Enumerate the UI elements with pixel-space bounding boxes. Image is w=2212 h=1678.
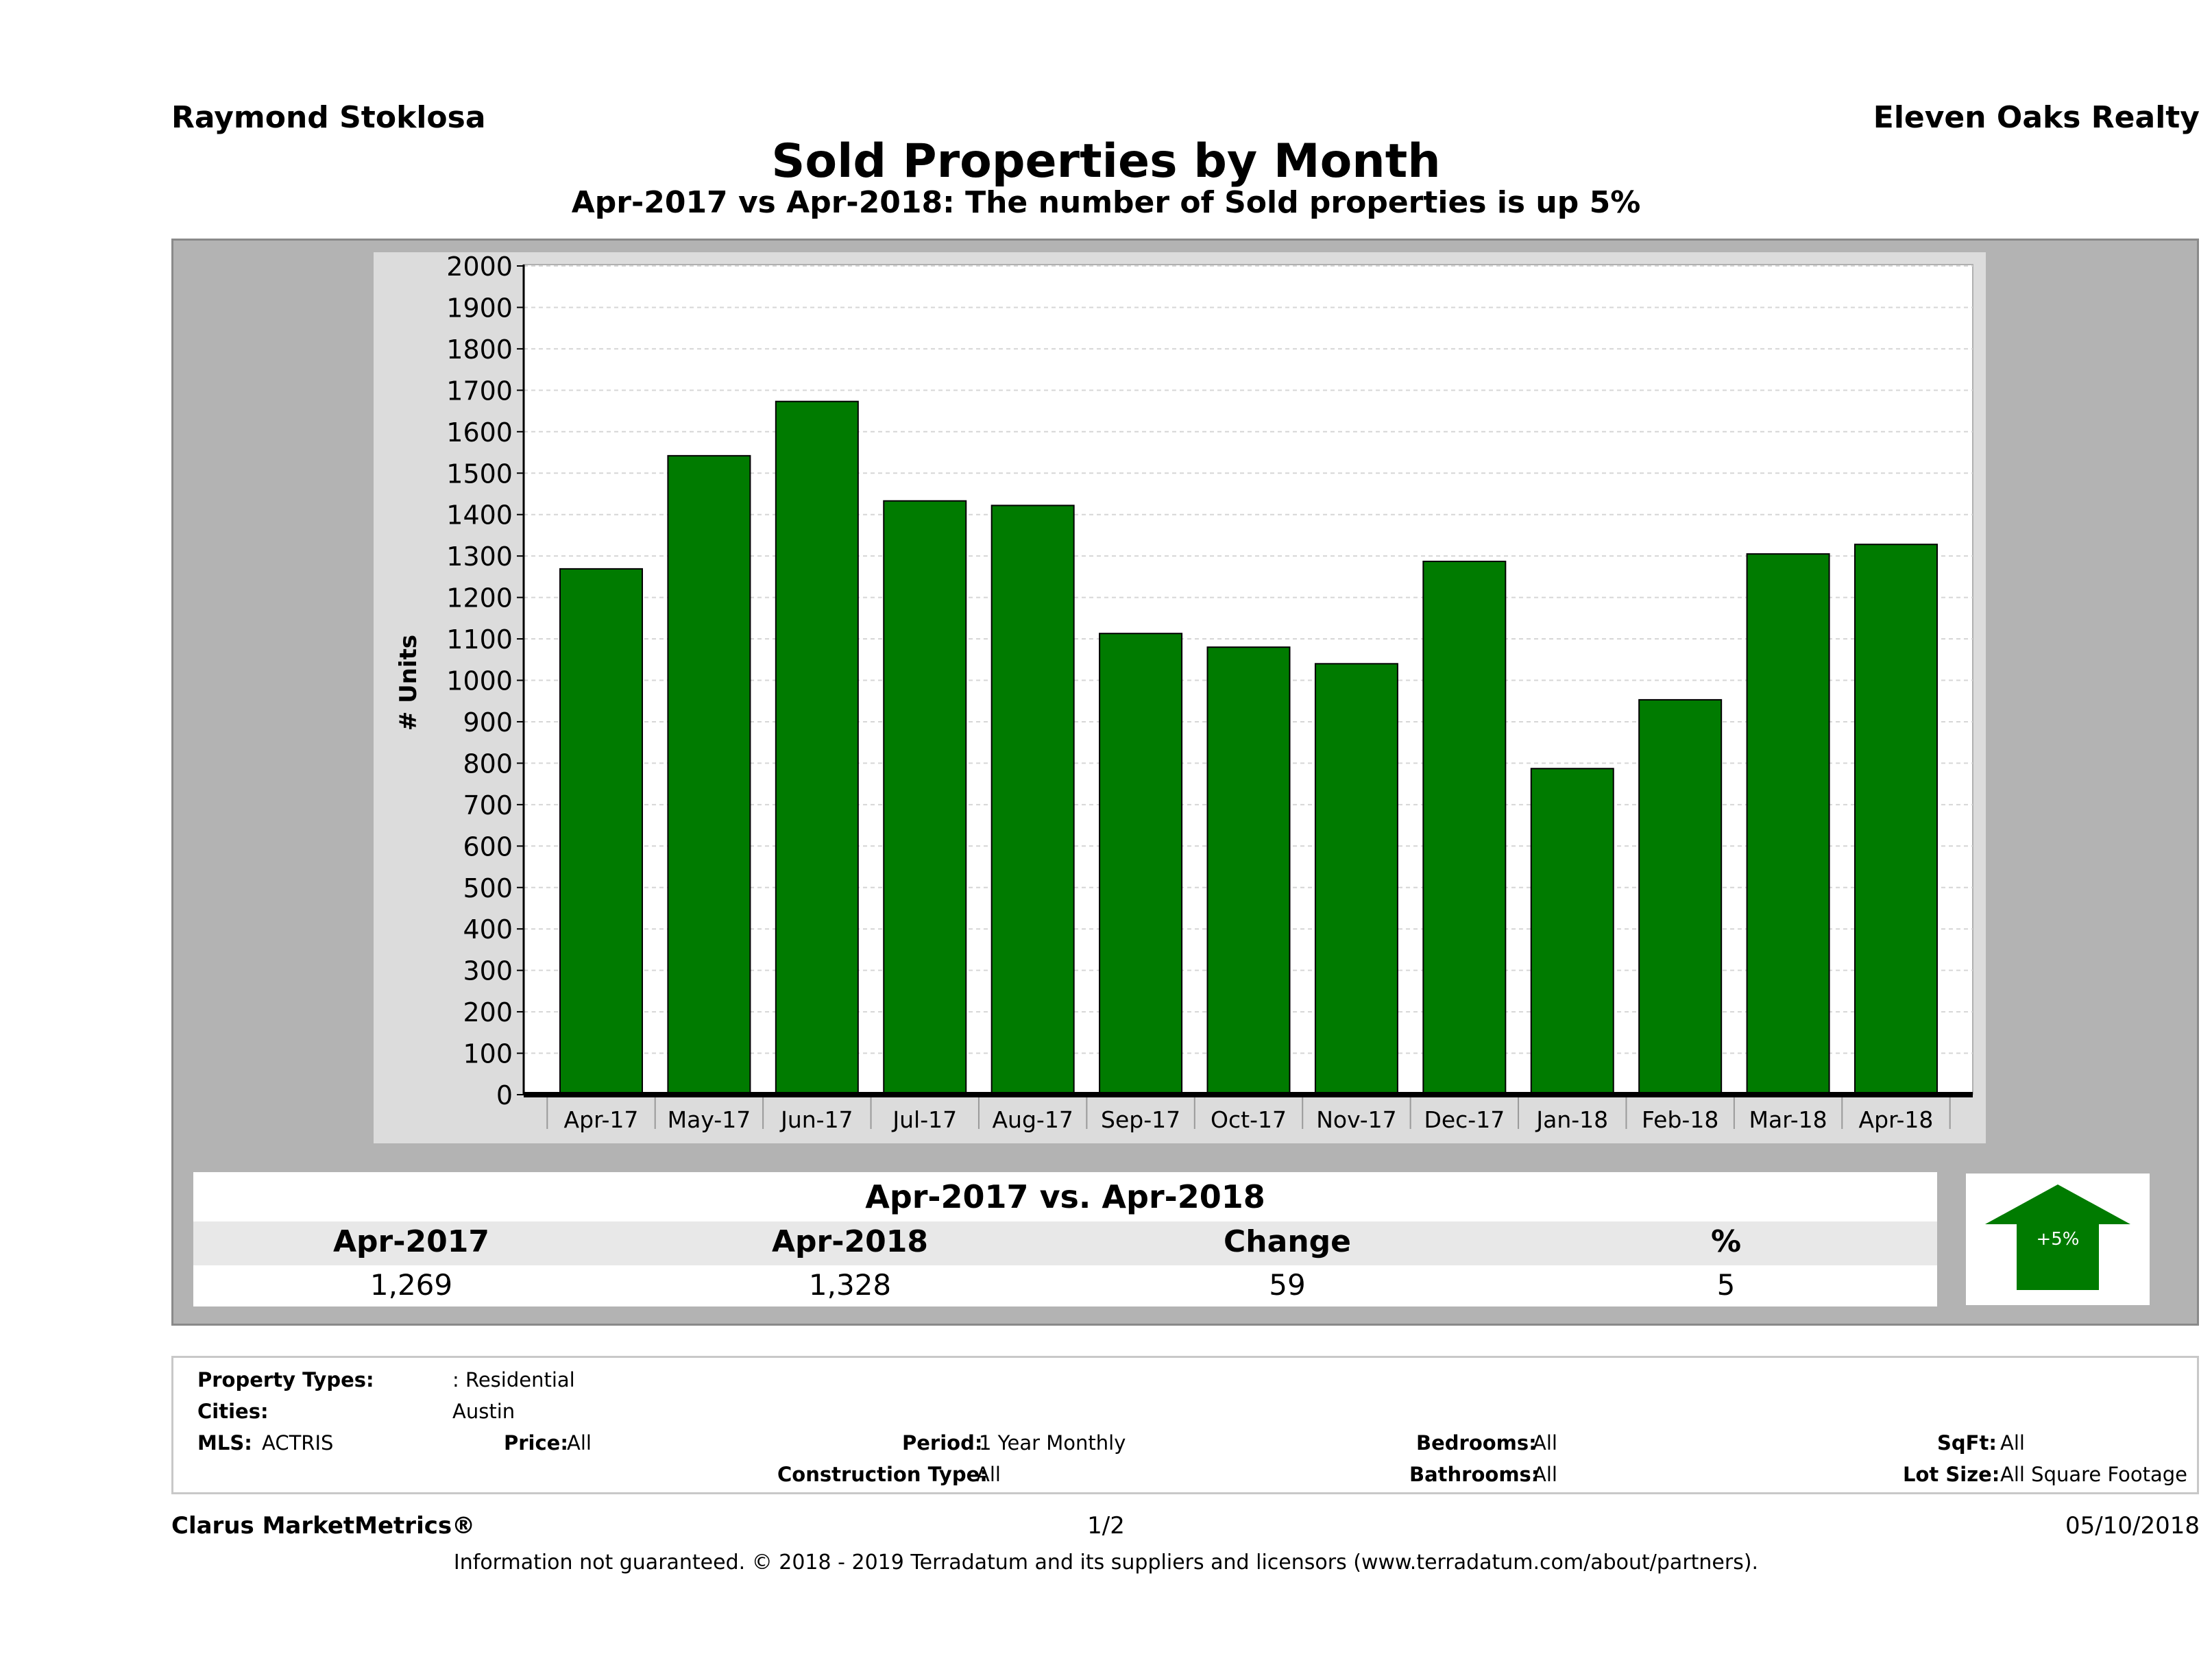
bar-apr-18: [1854, 544, 1938, 1095]
x-tick-label: Aug-17: [992, 1106, 1073, 1133]
x-axis-ticks: Apr-17 May-17 Jun-17 Jul-17 Aug-17 Sep-17 Oct-…: [546, 1097, 1951, 1133]
y-tick-label: 1000: [446, 666, 513, 696]
x-tick-label: Apr-17: [564, 1106, 639, 1133]
bar-jul-17: [883, 500, 967, 1095]
filter-lot-size-label: Lot Size:: [1903, 1463, 2000, 1486]
filter-period-value: 1 Year Monthly: [979, 1431, 1126, 1455]
filters-panel: [171, 1356, 2199, 1494]
y-tick-label: 300: [463, 956, 513, 986]
y-tick-label: 500: [463, 873, 513, 903]
filter-cities-value: Austin: [452, 1400, 515, 1423]
trend-badge-label: +5%: [2036, 1229, 2079, 1250]
stat-value-apr-2017: 1,269: [369, 1268, 453, 1302]
y-tick-label: 0: [496, 1080, 513, 1110]
footer-date: 05/10/2018: [2065, 1512, 2200, 1540]
x-tick-label: Apr-18: [1859, 1106, 1934, 1133]
up-arrow-icon: [1985, 1184, 2130, 1290]
filter-bedrooms-value: All: [1533, 1431, 1557, 1455]
x-tick-label: Jun-17: [779, 1106, 853, 1133]
filter-price-value: All: [567, 1431, 592, 1455]
bar-nov-17: [1314, 663, 1398, 1095]
stat-value-percent: 5: [1716, 1268, 1736, 1302]
brand-name: Eleven Oaks Realty: [1873, 100, 2200, 135]
filter-property-types-label: Property Types:: [197, 1368, 374, 1391]
agent-name: Raymond Stoklosa: [171, 100, 486, 135]
y-tick-label: 600: [463, 831, 513, 862]
bar-mar-18: [1746, 553, 1830, 1095]
x-tick-label: Sep-17: [1101, 1106, 1180, 1133]
y-tick-label: 1200: [446, 583, 513, 613]
bar-may-17: [667, 454, 751, 1095]
footer-page-number: 1/2: [1087, 1512, 1125, 1540]
bar-jun-17: [775, 400, 859, 1095]
filter-cities-label: Cities:: [197, 1400, 269, 1423]
y-tick-label: 1800: [446, 335, 513, 365]
x-tick-label: Jul-17: [891, 1106, 957, 1133]
filter-sqft-value: All: [2000, 1431, 2025, 1455]
bar-aug-17: [990, 504, 1075, 1095]
filter-bathrooms-label: Bathrooms:: [1409, 1463, 1540, 1486]
bar-sep-17: [1099, 633, 1183, 1095]
stat-value-change: 59: [1269, 1268, 1306, 1302]
filter-price-label: Price:: [504, 1431, 568, 1455]
stats-labels-row: [193, 1221, 1937, 1265]
filter-period-label: Period:: [902, 1431, 983, 1455]
x-tick-label: Jan-18: [1535, 1106, 1608, 1133]
stat-label-apr-2017: Apr-2017: [333, 1224, 489, 1259]
y-axis-label: # Units: [395, 635, 422, 731]
filter-lot-size-value: All Square Footage: [2000, 1463, 2188, 1486]
y-axis-ticks: 0 100 200 300 400 500 600 700 800 900 1000 1100 1200…: [446, 252, 524, 1110]
bar-oct-17: [1206, 646, 1291, 1095]
filter-sqft-label: SqFt:: [1937, 1431, 1997, 1455]
filter-bedrooms-label: Bedrooms:: [1416, 1431, 1537, 1455]
x-tick-label: Nov-17: [1316, 1106, 1396, 1133]
y-tick-label: 1300: [446, 542, 513, 572]
bar-feb-18: [1638, 698, 1723, 1095]
x-tick-label: Dec-17: [1424, 1106, 1505, 1133]
filter-construction-label: Construction Type:: [777, 1463, 988, 1486]
y-tick-label: 1100: [446, 624, 513, 655]
bar-dec-17: [1422, 561, 1507, 1096]
stats-values-row: [193, 1265, 1937, 1306]
y-tick-label: 2000: [446, 252, 513, 282]
stat-value-apr-2018: 1,328: [808, 1268, 892, 1302]
filter-bathrooms-value: All: [1533, 1463, 1557, 1486]
x-tick-label: Feb-18: [1642, 1106, 1718, 1133]
y-tick-label: 1900: [446, 293, 513, 323]
page-subtitle: Apr-2017 vs Apr-2018: The number of Sold…: [571, 185, 1641, 220]
y-tick-label: 200: [463, 997, 513, 1028]
stats-title: Apr-2017 vs. Apr-2018: [865, 1178, 1265, 1215]
grid-lines: [524, 265, 1973, 1054]
x-tick-label: May-17: [668, 1106, 751, 1133]
footer-disclaimer: Information not guaranteed. © 2018 - 201…: [453, 1551, 1759, 1574]
stat-label-change: Change: [1224, 1224, 1351, 1259]
footer-product: Clarus MarketMetrics®: [171, 1512, 476, 1540]
y-tick-label: 900: [463, 707, 513, 738]
y-tick-label: 1600: [446, 417, 513, 448]
x-tick-label: Oct-17: [1211, 1106, 1287, 1133]
filter-construction-value: All: [976, 1463, 1001, 1486]
bars: [559, 400, 1938, 1096]
stat-label-percent: %: [1710, 1224, 1742, 1259]
filter-mls-label: MLS:: [197, 1431, 252, 1455]
stats-header-bg: [193, 1172, 1937, 1221]
y-tick-label: 100: [463, 1039, 513, 1069]
bar-apr-17: [559, 568, 643, 1095]
y-tick-label: 1400: [446, 500, 513, 531]
trend-badge: +5%: [1966, 1174, 2150, 1305]
bar-chart: 0 100 200 300 400 500 600 700 800 900 1000 1100 1200…: [395, 252, 1973, 1133]
y-tick-label: 400: [463, 914, 513, 945]
y-tick-label: 1500: [446, 459, 513, 489]
page-title: Sold Properties by Month: [771, 134, 1441, 189]
filter-property-types-value: : Residential: [452, 1368, 575, 1391]
bar-jan-18: [1530, 768, 1614, 1095]
filter-mls-value: ACTRIS: [262, 1431, 334, 1455]
y-tick-label: 800: [463, 749, 513, 779]
stat-label-apr-2018: Apr-2018: [772, 1224, 928, 1259]
x-tick-label: Mar-18: [1749, 1106, 1827, 1133]
y-tick-label: 1700: [446, 376, 513, 406]
y-tick-label: 700: [463, 790, 513, 820]
